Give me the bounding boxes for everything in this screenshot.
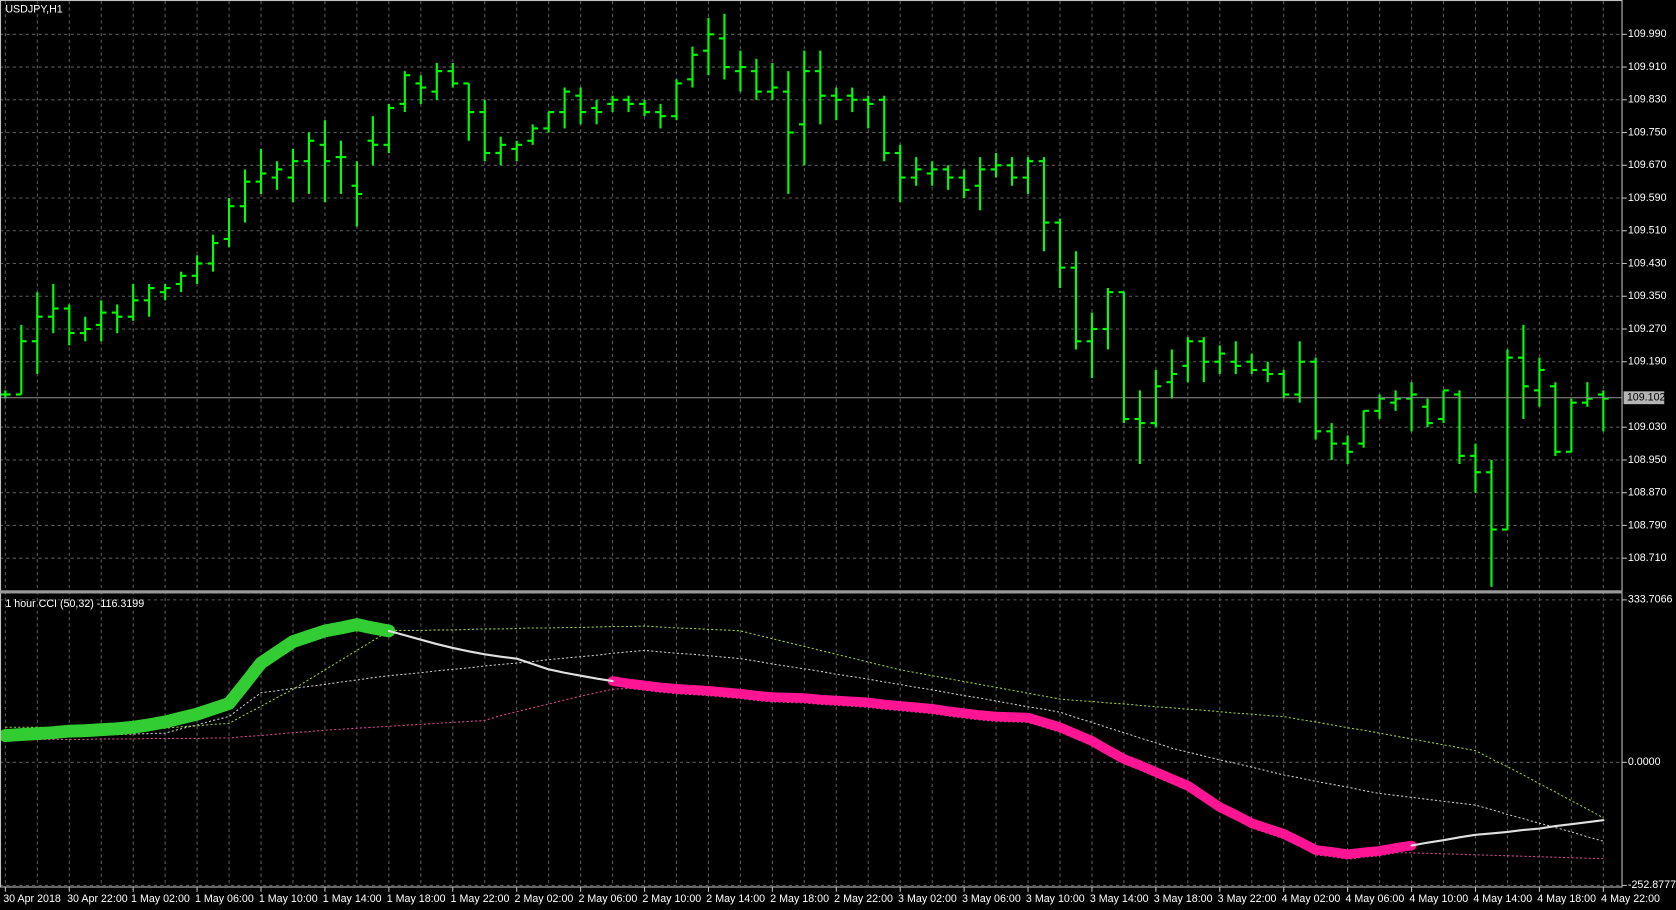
y-tick-label: 109.190: [1628, 356, 1667, 368]
x-tick-label: 4 May 14:00: [1473, 893, 1532, 905]
x-tick-label: 2 May 18:00: [770, 893, 829, 905]
x-tick-label: 4 May 06:00: [1346, 893, 1405, 905]
x-tick-label: 3 May 02:00: [898, 893, 957, 905]
y-tick-label: 109.430: [1628, 257, 1667, 269]
y-tick-label: 109.510: [1628, 225, 1667, 237]
y-tick-label: 109.670: [1628, 159, 1667, 171]
x-tick-label: 4 May 10:00: [1409, 893, 1468, 905]
x-tick-label: 3 May 18:00: [1154, 893, 1213, 905]
y-tick-label: 109.910: [1628, 61, 1667, 73]
x-tick-label: 2 May 14:00: [706, 893, 765, 905]
x-tick-label: 2 May 22:00: [834, 893, 893, 905]
y-tick-label: 108.870: [1628, 487, 1667, 499]
x-tick-label: 4 May 02:00: [1282, 893, 1341, 905]
chart-title: USDJPY,H1: [5, 3, 62, 15]
x-tick-label: 30 Apr 22:00: [67, 893, 128, 905]
y-tick-label: 109.270: [1628, 323, 1667, 335]
x-tick-label: 3 May 10:00: [1026, 893, 1085, 905]
y-tick-label: -252.8777: [1628, 879, 1676, 891]
x-tick-label: 2 May 10:00: [642, 893, 701, 905]
panel-separator: [0, 590, 1623, 594]
cci-line: [607, 676, 1417, 860]
x-tick-label: 30 Apr 2018: [3, 893, 61, 905]
x-tick-label: 4 May 18:00: [1537, 893, 1596, 905]
y-tick-label: 109.750: [1628, 126, 1667, 138]
frame: [0, 0, 1623, 888]
level-line: [5, 687, 1604, 860]
y-tick-label: 108.950: [1628, 454, 1667, 466]
y-tick-label: 108.790: [1628, 519, 1667, 531]
x-tick-label: 2 May 06:00: [578, 893, 637, 905]
level-line: [5, 625, 1604, 819]
x-tick-label: 1 May 18:00: [387, 893, 446, 905]
x-tick-label: 3 May 14:00: [1090, 893, 1149, 905]
y-tick-label: 109.990: [1628, 28, 1667, 40]
x-tick-label: 1 May 02:00: [131, 893, 190, 905]
y-tick-label: 109.830: [1628, 94, 1667, 106]
x-tick-label: 3 May 22:00: [1218, 893, 1277, 905]
x-tick-label: 1 May 22:00: [451, 893, 510, 905]
marks-layer: [0, 13, 1623, 860]
x-tick-label: 4 May 22:00: [1601, 893, 1660, 905]
indicator-title: 1 hour CCI (50,32) -116.3199: [5, 598, 144, 610]
y-tick-label: 109.030: [1628, 421, 1667, 433]
x-tick-label: 2 May 02:00: [515, 893, 574, 905]
y-tick-label: 108.710: [1628, 552, 1667, 564]
current-price-box: [1623, 391, 1665, 405]
y-tick-label: 109.590: [1628, 192, 1667, 204]
level-line: [5, 649, 1604, 842]
x-tick-label: 3 May 06:00: [962, 893, 1021, 905]
grid-layer: [0, 1, 1623, 887]
x-tick-label: 1 May 06:00: [195, 893, 254, 905]
y-tick-label: 0.0000: [1628, 756, 1661, 768]
current-price-label: 109.102: [1627, 392, 1666, 404]
x-tick-label: 1 May 10:00: [259, 893, 318, 905]
cci-line: [387, 629, 1605, 847]
cci-line: [0, 618, 396, 742]
y-tick-label: 109.350: [1628, 290, 1667, 302]
x-tick-label: 1 May 14:00: [323, 893, 382, 905]
y-tick-label: 333.7066: [1628, 594, 1673, 606]
